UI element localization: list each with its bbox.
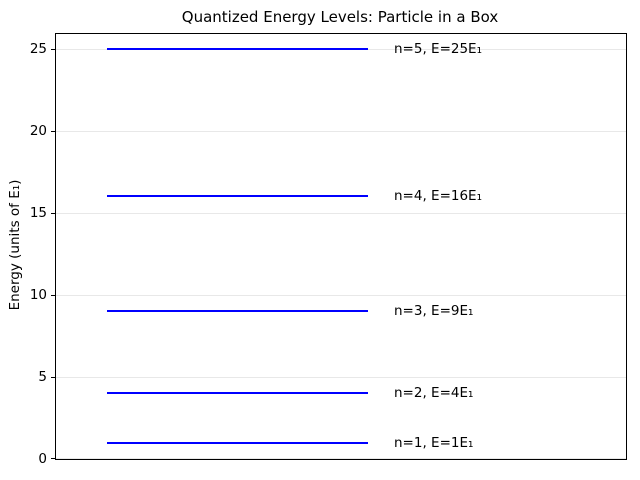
chart-title: Quantized Energy Levels: Particle in a B… bbox=[181, 8, 499, 26]
gridline bbox=[56, 213, 626, 214]
energy-level-label: n=3, E=9E₁ bbox=[394, 303, 474, 320]
energy-level-line bbox=[107, 310, 368, 313]
y-tick-label: 20 bbox=[29, 123, 47, 139]
gridline bbox=[56, 131, 626, 132]
y-tick-mark bbox=[51, 377, 55, 378]
gridline bbox=[56, 295, 626, 296]
y-tick-label: 5 bbox=[38, 369, 47, 385]
energy-level-line bbox=[107, 392, 368, 395]
y-tick-label: 15 bbox=[29, 205, 47, 221]
energy-level-line bbox=[107, 47, 368, 50]
energy-level-label: n=4, E=16E₁ bbox=[394, 188, 483, 205]
y-tick-mark bbox=[51, 458, 55, 459]
y-tick-mark bbox=[51, 213, 55, 214]
energy-level-label: n=5, E=25E₁ bbox=[394, 40, 483, 57]
energy-level-line bbox=[107, 195, 368, 198]
y-tick-mark bbox=[51, 49, 55, 50]
gridline bbox=[56, 458, 626, 459]
y-tick-mark bbox=[51, 295, 55, 296]
gridline bbox=[56, 377, 626, 378]
plot-area: 0 5 10 15 20 25 n=1, E=1E₁ n=2, E=4E₁ n=3, E=9E₁… bbox=[30, 33, 627, 467]
y-tick-label: 25 bbox=[29, 41, 47, 57]
energy-level-label: n=2, E=4E₁ bbox=[394, 385, 474, 402]
energy-level-label: n=1, E=1E₁ bbox=[394, 434, 474, 451]
energy-level-line bbox=[107, 441, 368, 444]
y-tick-label: 10 bbox=[29, 287, 47, 303]
y-tick-label: 0 bbox=[38, 451, 47, 467]
y-tick-mark bbox=[51, 131, 55, 132]
